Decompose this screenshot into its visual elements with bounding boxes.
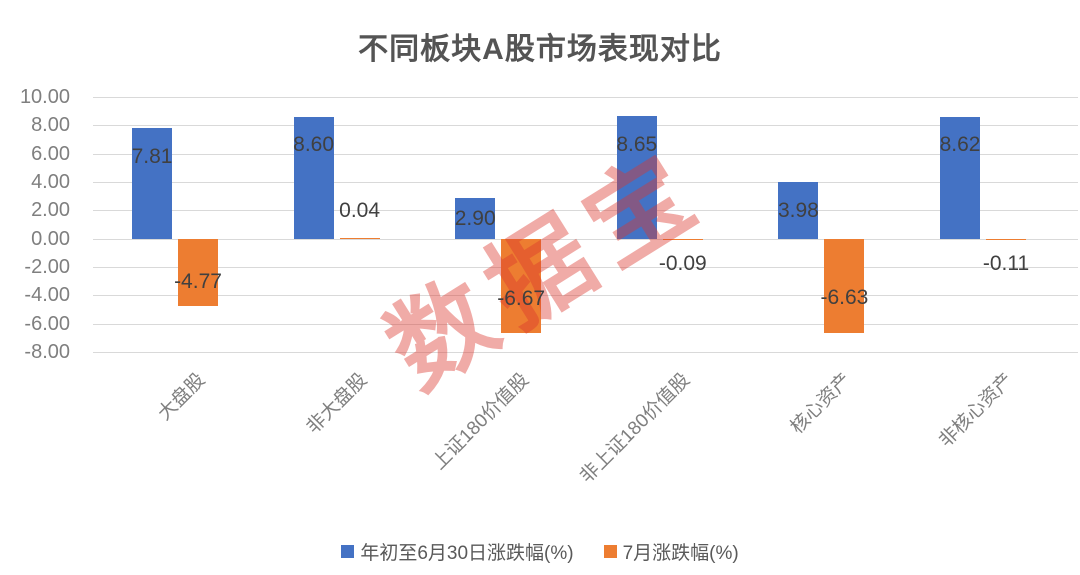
bar-s0-c1 xyxy=(293,116,334,239)
gridline xyxy=(93,295,1078,297)
bar-s1-c2 xyxy=(501,238,542,334)
bar-s0-c4 xyxy=(778,182,819,239)
y-axis-tick-label: 2.00 xyxy=(31,199,70,222)
gridline xyxy=(93,266,1078,268)
bar-s0-c2 xyxy=(455,197,496,239)
bar-s0-c0 xyxy=(132,128,172,239)
bar-s1-c5 xyxy=(986,238,1026,241)
gridline xyxy=(93,351,1078,353)
bar-s1-c3 xyxy=(662,238,703,240)
y-axis-tick-label: -6.00 xyxy=(24,312,70,335)
gridline xyxy=(93,323,1078,325)
gridline xyxy=(93,238,1078,240)
y-axis-tick-label: 10.00 xyxy=(19,86,70,108)
legend-item: 年初至6月30日涨跌幅(%) xyxy=(341,538,574,565)
bar-value-label: 7.81 xyxy=(131,144,173,168)
x-axis-category-label: 非核心资产 xyxy=(935,369,1018,452)
bar-s1-c1 xyxy=(339,238,380,240)
bar-value-label: 8.65 xyxy=(616,132,658,156)
x-axis-category-label: 上证180价值股 xyxy=(428,369,533,474)
gridline xyxy=(93,125,1078,127)
gridline xyxy=(93,97,1078,98)
bar-value-label: 2.90 xyxy=(454,206,496,230)
y-axis-tick-label: -4.00 xyxy=(24,284,70,307)
bar-s0-c3 xyxy=(616,116,657,239)
legend-swatch-icon xyxy=(341,545,355,558)
bar-value-label: -0.09 xyxy=(658,252,707,276)
legend-swatch-icon xyxy=(603,545,617,558)
bar-value-label: 8.60 xyxy=(293,133,335,157)
y-axis-tick-label: 6.00 xyxy=(31,142,70,165)
bar-s1-c4 xyxy=(824,238,865,333)
bar-value-label: 3.98 xyxy=(777,199,819,222)
legend-item: 7月涨跌幅(%) xyxy=(603,538,739,565)
bar-value-label: 8.62 xyxy=(939,133,981,157)
chart-title: 不同板块A股市场表现对比 xyxy=(358,33,722,66)
x-axis-category-label: 核心资产 xyxy=(787,369,856,439)
x-axis-category-label: 非大盘股 xyxy=(302,369,371,439)
legend-label: 7月涨跌幅(%) xyxy=(622,543,739,564)
y-axis-tick-label: 4.00 xyxy=(31,170,70,193)
bar-value-label: -6.67 xyxy=(497,286,546,310)
y-axis-tick-label: 0.00 xyxy=(31,227,70,250)
gridline xyxy=(93,153,1078,155)
bar-value-label: 0.04 xyxy=(339,199,381,223)
bar-value-label: -6.63 xyxy=(820,286,869,310)
legend-label: 年初至6月30日涨跌幅(%) xyxy=(360,543,574,564)
legend: 年初至6月30日涨跌幅(%) 7月涨跌幅(%) xyxy=(0,538,1080,565)
y-axis-tick-label: 8.00 xyxy=(31,114,70,137)
y-axis-tick-label: -8.00 xyxy=(24,340,70,363)
bar-value-label: -0.11 xyxy=(982,252,1030,276)
x-axis-category-label: 非上证180价值股 xyxy=(576,369,695,488)
bar-value-label: -4.77 xyxy=(174,269,222,293)
x-axis-category-label: 大盘股 xyxy=(154,369,210,425)
gridline xyxy=(93,181,1078,183)
bar-s1-c0 xyxy=(178,238,218,307)
bar-s0-c5 xyxy=(940,116,980,239)
y-axis-tick-label: -2.00 xyxy=(24,255,70,278)
gridline xyxy=(93,210,1078,212)
